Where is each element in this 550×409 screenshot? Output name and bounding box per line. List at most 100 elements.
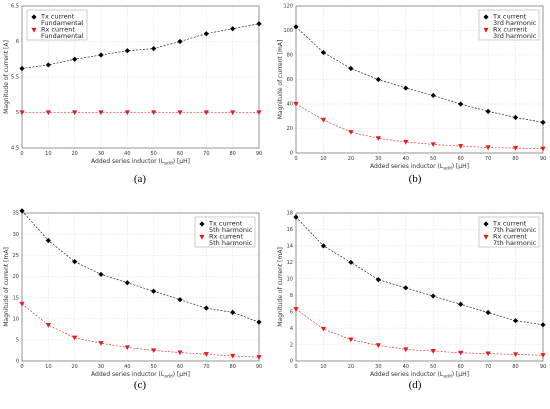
rx-data-point	[293, 101, 299, 107]
legend-series-detail: 3rd harmonic	[493, 32, 537, 40]
rx-data-point	[403, 139, 409, 145]
x-axis-label: Added series inductor (Ladd) [μH]	[91, 158, 190, 167]
y-tick-label: 14	[287, 244, 293, 250]
y-axis-label: Magnitude of current [mA]	[3, 247, 10, 327]
tx-data-point	[45, 62, 51, 68]
plot-frame	[295, 5, 544, 154]
tx-data-point	[203, 305, 209, 311]
rx-data-point	[19, 110, 25, 116]
tx-data-point	[430, 92, 436, 99]
tx-data-point	[230, 26, 236, 32]
rx-data-point	[375, 343, 381, 348]
y-tick-label: 35	[13, 211, 19, 217]
legend-marker	[31, 27, 37, 33]
rx-data-point	[403, 347, 409, 353]
tx-data-point	[512, 114, 519, 121]
tx-data-point	[348, 259, 354, 265]
y-axis-label: Magnitude of current [A]	[3, 40, 10, 114]
y-tick-label: 18	[287, 211, 293, 217]
rx-data-point	[177, 350, 183, 356]
chart-panel: 0 10 20 30 40 50 60 70 80 90 0 2 4 6 8 10 12 14 16 18 Added …	[277, 211, 546, 391]
x-tick-label: 60	[457, 156, 463, 162]
y-tick-label: 40	[287, 102, 293, 108]
plot-frame	[295, 212, 544, 362]
legend-marker	[483, 27, 489, 33]
rx-data-point	[45, 322, 51, 328]
legend-series-detail: 5th harmonic	[209, 226, 253, 234]
x-tick-label: 10	[320, 156, 326, 162]
tx-data-point	[177, 38, 183, 45]
x-tick-label: 30	[375, 364, 381, 370]
y-tick-label: 5.5	[11, 75, 19, 81]
y-tick-label: 20	[13, 274, 19, 280]
rx-data-point	[430, 349, 436, 354]
rx-data-point	[540, 146, 546, 152]
series-trend-line	[295, 308, 544, 356]
rx-data-point	[293, 307, 299, 312]
y-tick-label: 60	[287, 77, 293, 83]
legend-marker	[483, 221, 489, 227]
tx-data-point	[98, 271, 104, 277]
tx-data-point	[540, 322, 546, 328]
tx-data-point	[403, 85, 409, 91]
x-tick-label: 30	[375, 156, 381, 162]
rx-data-point	[375, 136, 381, 141]
y-tick-label: 6	[290, 309, 293, 315]
rx-data-point	[203, 110, 209, 116]
rx-data-point	[72, 110, 78, 116]
rx-data-point	[348, 337, 354, 343]
y-tick-label: 80	[287, 53, 293, 59]
rx-data-point	[19, 301, 25, 307]
series-trend-line	[21, 303, 260, 358]
x-tick-label: 40	[403, 364, 409, 370]
tx-data-point	[72, 56, 78, 62]
y-axis-label: Magnitude of current [mA]	[277, 40, 284, 120]
rx-data-point	[230, 110, 236, 116]
legend-series-detail: Fundamental	[41, 32, 84, 40]
series-trend-line	[21, 23, 260, 69]
series-trend-line	[21, 210, 260, 323]
x-tick-label: 20	[71, 151, 77, 157]
rx-data-point	[98, 341, 104, 346]
x-tick-label: 20	[348, 364, 354, 370]
rx-data-point	[430, 142, 436, 148]
y-tick-label: 16	[287, 227, 293, 233]
y-tick-label: 5	[16, 110, 19, 116]
rx-data-point	[512, 146, 519, 151]
y-tick-label: 0	[290, 151, 293, 157]
rx-data-point	[124, 110, 130, 116]
x-tick-label: 0	[20, 364, 23, 370]
y-tick-label: 15	[13, 295, 19, 301]
y-tick-label: 2	[290, 342, 293, 348]
y-tick-label: 12	[287, 260, 293, 266]
y-tick-label: 0	[16, 359, 19, 365]
tx-data-point	[485, 108, 491, 114]
y-axis-label: Magnitude of current [mA]	[277, 247, 284, 327]
x-tick-label: 70	[485, 364, 491, 370]
rx-data-point	[45, 110, 51, 116]
tx-data-point	[256, 21, 262, 27]
rx-data-point	[485, 145, 491, 151]
x-tick-label: 40	[124, 364, 130, 370]
tx-data-point	[430, 293, 436, 299]
legend-series-detail: 7th harmonic	[493, 226, 537, 234]
y-tick-label: 5	[16, 338, 19, 344]
legend-series-detail: 3rd harmonic	[493, 19, 537, 27]
legend-box	[26, 9, 88, 41]
legend-box	[478, 9, 540, 41]
legend-series-detail: Fundamental	[41, 19, 84, 27]
panel-label: (d)	[409, 379, 422, 391]
y-tick-label: 4	[290, 326, 293, 332]
rx-data-point	[177, 110, 183, 116]
tx-data-point	[320, 49, 327, 56]
y-tick-label: 20	[287, 126, 293, 132]
legend-series-name: Tx current	[492, 220, 527, 228]
tx-data-point	[293, 24, 299, 30]
x-tick-label: 50	[150, 151, 156, 157]
rx-data-point	[230, 353, 236, 359]
legend-series-name: Tx current	[208, 220, 243, 228]
tx-data-point	[320, 243, 327, 249]
rx-data-point	[458, 144, 464, 149]
